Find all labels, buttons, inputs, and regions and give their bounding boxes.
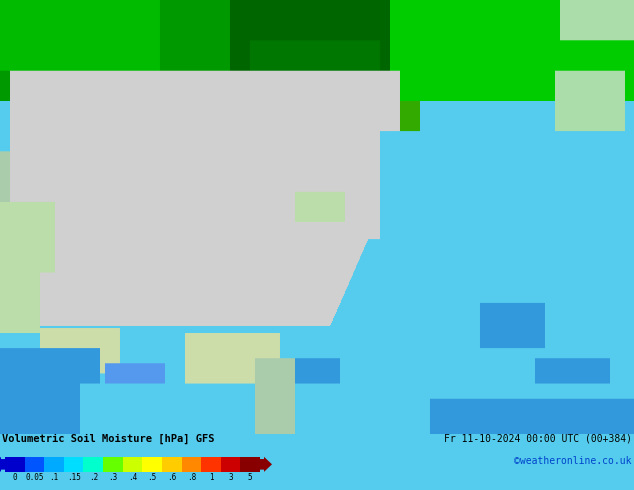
Bar — [64, 457, 84, 472]
FancyArrow shape — [260, 457, 272, 472]
Text: .5: .5 — [148, 473, 157, 482]
Text: Volumetric Soil Moisture [hPa] GFS: Volumetric Soil Moisture [hPa] GFS — [2, 434, 214, 444]
Bar — [162, 457, 181, 472]
Text: 5: 5 — [248, 473, 252, 482]
Text: .2: .2 — [89, 473, 98, 482]
Text: ©weatheronline.co.uk: ©weatheronline.co.uk — [515, 456, 632, 466]
Bar — [84, 457, 103, 472]
Bar — [25, 457, 44, 472]
Text: .4: .4 — [128, 473, 137, 482]
Text: 0.05: 0.05 — [25, 473, 44, 482]
Bar — [181, 457, 201, 472]
Text: .1: .1 — [49, 473, 59, 482]
Bar — [142, 457, 162, 472]
FancyArrow shape — [0, 457, 5, 472]
Bar — [221, 457, 240, 472]
Text: 3: 3 — [228, 473, 233, 482]
Bar — [5, 457, 25, 472]
Text: .15: .15 — [67, 473, 81, 482]
Text: .8: .8 — [187, 473, 196, 482]
Text: 0: 0 — [13, 473, 17, 482]
Text: .6: .6 — [167, 473, 176, 482]
Text: Fr 11-10-2024 00:00 UTC (00+384): Fr 11-10-2024 00:00 UTC (00+384) — [444, 434, 632, 443]
Bar — [201, 457, 221, 472]
Bar — [44, 457, 64, 472]
Text: 1: 1 — [209, 473, 213, 482]
Text: .3: .3 — [108, 473, 117, 482]
Bar — [123, 457, 142, 472]
Bar — [103, 457, 123, 472]
Bar — [240, 457, 260, 472]
